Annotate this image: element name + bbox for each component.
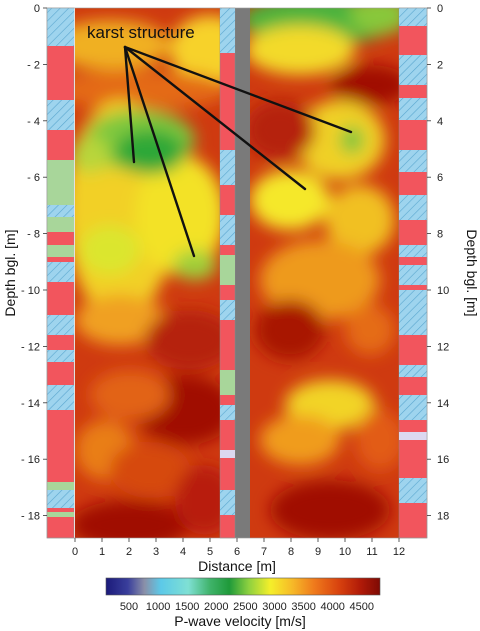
- x-tick-label: 0: [72, 546, 78, 558]
- tomogram-left: [75, 8, 235, 538]
- y-tick-label-right: 18: [437, 511, 449, 523]
- colorbar-tick-label: 3000: [262, 601, 286, 613]
- colorbar: [105, 577, 381, 596]
- y-tick-label-right: 8: [437, 229, 443, 241]
- y-tick-label-left: - 4: [27, 116, 40, 128]
- colorbar-tick-label: 4000: [320, 601, 344, 613]
- y-tick-label-right: 16: [437, 454, 449, 466]
- x-tick-label: 4: [180, 546, 186, 558]
- y-tick-label-left: - 6: [27, 172, 40, 184]
- colorbar-title: P-wave velocity [m/s]: [174, 613, 305, 629]
- x-tick-label: 5: [207, 546, 213, 558]
- karst-structure-pointers: [123, 45, 353, 258]
- y-axis-title-left: Depth bgl. [m]: [2, 229, 18, 316]
- y-tick-label-left: - 14: [21, 398, 40, 410]
- x-axis-title: Distance [m]: [198, 558, 276, 574]
- y-tick-label-right: 0: [437, 3, 443, 15]
- colorbar-ticks: 500 1000 1500 2000 2500 3000 3500 4000 4500: [120, 601, 374, 613]
- borehole-log-right: [398, 7, 428, 539]
- y-tick-label-left: - 2: [27, 59, 40, 71]
- y-tick-label-right: 4: [437, 116, 443, 128]
- y-axis-title-right: Depth bgl. [m]: [464, 229, 480, 316]
- y-tick-label-right: 12: [437, 341, 449, 353]
- x-tick-label: 12: [393, 546, 405, 558]
- x-tick-label: 10: [339, 546, 351, 558]
- x-tick-label: 2: [126, 546, 132, 558]
- y-tick-label-right: 2: [437, 59, 443, 71]
- y-tick-label-left: - 8: [27, 229, 40, 241]
- y-tick-label-left: 0: [34, 3, 40, 15]
- x-tick-label: 11: [366, 546, 377, 558]
- karst-structure-label: karst structure: [87, 23, 195, 42]
- colorbar-tick-label: 1500: [175, 601, 199, 613]
- x-tick-label: 1: [99, 546, 105, 558]
- y-axis-left: 0 - 2 - 4 - 6 - 8 - 10 - 12 - 14 - 16 - 18: [21, 3, 47, 523]
- y-tick-label-right: 6: [437, 172, 443, 184]
- y-tick-label-left: - 18: [21, 511, 40, 523]
- tomogram-right: [250, 8, 399, 538]
- y-tick-label-left: - 16: [21, 454, 40, 466]
- colorbar-tick-label: 3500: [291, 601, 315, 613]
- colorbar-tick-label: 2500: [233, 601, 257, 613]
- borehole-log-left: [46, 7, 75, 539]
- x-tick-label: 9: [315, 546, 321, 558]
- x-tick-label: 3: [153, 546, 159, 558]
- x-tick-label: 7: [261, 546, 267, 558]
- colorbar-tick-label: 2000: [204, 601, 228, 613]
- x-tick-label: 8: [288, 546, 294, 558]
- central-borehole: [235, 8, 250, 538]
- colorbar-tick-label: 4500: [350, 601, 374, 613]
- x-tick-label: 6: [234, 546, 240, 558]
- colorbar-tick-label: 500: [120, 601, 138, 613]
- y-tick-label-left: - 10: [21, 285, 40, 297]
- x-axis: 0 1 2 3 4 5 6 7 8 9 10 11 12: [72, 538, 405, 558]
- y-axis-right: 0 2 4 6 8 10 12 14 16 18: [427, 3, 449, 523]
- y-tick-label-right: 10: [437, 285, 449, 297]
- y-tick-label-right: 14: [437, 398, 449, 410]
- y-tick-label-left: - 12: [21, 341, 40, 353]
- colorbar-tick-label: 1000: [146, 601, 170, 613]
